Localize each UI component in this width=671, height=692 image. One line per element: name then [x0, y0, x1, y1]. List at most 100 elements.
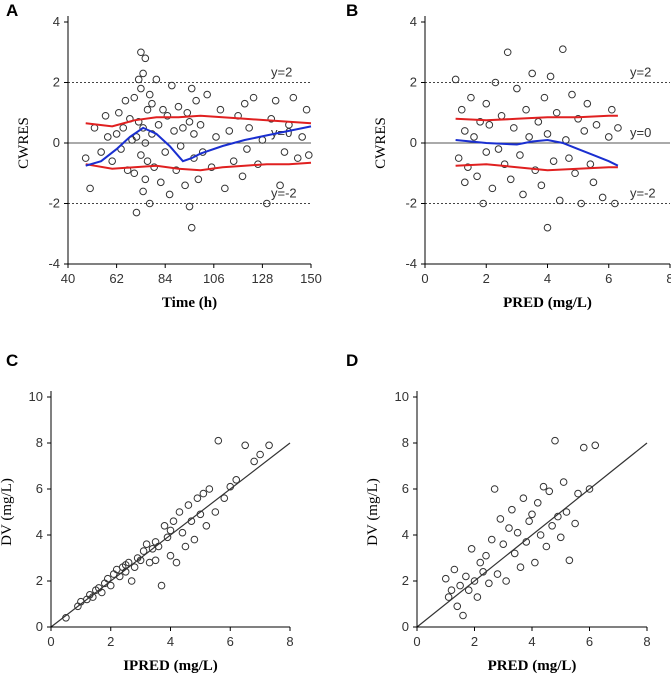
data-point	[166, 551, 175, 560]
data-point	[141, 139, 150, 147]
y-tick-label: 2	[53, 75, 60, 90]
data-point	[479, 199, 487, 208]
data-point	[467, 93, 475, 102]
y-tick-label: 10	[29, 389, 43, 404]
data-point	[473, 172, 481, 181]
data-point	[482, 148, 491, 156]
data-point	[130, 169, 139, 178]
data-point	[212, 133, 220, 141]
data-point	[97, 148, 105, 156]
data-point	[136, 556, 145, 565]
data-point	[108, 157, 116, 165]
data-point	[533, 499, 542, 507]
y-axis-title: DV (mg/L)	[0, 478, 15, 546]
data-point	[592, 121, 601, 129]
data-point	[137, 84, 145, 93]
data-point	[513, 528, 522, 537]
data-point	[506, 175, 515, 184]
x-axis-title: Time (h)	[162, 295, 217, 311]
data-point	[250, 457, 258, 466]
data-point	[168, 81, 176, 90]
data-point	[571, 169, 579, 178]
data-point	[226, 482, 235, 491]
data-point	[500, 160, 509, 168]
y-tick-label: 4	[53, 14, 60, 29]
y-tick-label: 0	[402, 619, 409, 634]
reference-line-label: y=0	[630, 125, 651, 140]
series-line-lower-band	[85, 161, 312, 172]
data-point	[196, 510, 205, 519]
data-point	[220, 494, 229, 503]
data-point	[565, 154, 573, 162]
data-point	[467, 545, 476, 553]
data-point	[172, 166, 181, 175]
data-point	[579, 443, 588, 452]
y-tick-label: 2	[410, 75, 417, 90]
x-tick-label: 8	[666, 271, 671, 286]
x-tick-label: 6	[586, 634, 593, 649]
data-point	[528, 69, 536, 78]
data-point	[473, 593, 482, 601]
x-axis-title: PRED (mg/L)	[488, 658, 577, 674]
data-point	[240, 99, 249, 108]
data-point	[540, 93, 549, 102]
data-point	[513, 84, 521, 93]
data-point	[499, 540, 508, 549]
data-point	[574, 115, 582, 123]
data-point	[485, 579, 493, 588]
x-tick-label: 4	[544, 271, 551, 286]
data-point	[165, 190, 174, 199]
data-point	[241, 441, 249, 450]
data-point	[163, 111, 172, 120]
data-point	[565, 556, 574, 565]
y-tick-label: 4	[402, 527, 409, 542]
y-tick-label: 0	[53, 135, 60, 150]
y-tick-label: 2	[36, 573, 43, 588]
data-point	[143, 105, 152, 114]
data-point	[583, 99, 592, 108]
data-point	[178, 528, 187, 537]
data-point	[562, 508, 571, 516]
data-point	[190, 130, 198, 138]
data-point	[141, 54, 150, 63]
data-point	[457, 105, 466, 114]
y-tick-label: 4	[410, 14, 417, 29]
data-point	[462, 572, 470, 581]
x-tick-label: 8	[643, 634, 650, 649]
data-point	[450, 565, 459, 574]
y-tick-label: -2	[48, 196, 60, 211]
data-point	[539, 482, 548, 491]
data-point	[172, 558, 181, 567]
data-point	[551, 436, 559, 445]
data-point	[574, 489, 582, 498]
x-tick-label: 150	[300, 271, 322, 286]
y-axis-title: CWRES	[373, 117, 389, 169]
data-point	[185, 202, 194, 211]
data-point	[534, 118, 543, 126]
panel-letter: D	[346, 351, 358, 370]
data-point	[488, 184, 497, 193]
data-point	[249, 93, 258, 102]
data-point	[271, 96, 280, 105]
x-tick-label: 106	[203, 271, 225, 286]
data-point	[263, 199, 271, 208]
data-point	[139, 69, 147, 78]
data-point	[556, 533, 565, 542]
data-point	[101, 111, 110, 120]
data-point	[497, 111, 506, 120]
data-point	[559, 478, 568, 486]
data-point	[589, 178, 598, 187]
data-point	[145, 199, 154, 208]
data-point	[134, 118, 143, 126]
data-point	[139, 547, 148, 555]
data-point	[302, 105, 311, 114]
data-point	[487, 535, 496, 544]
data-point	[203, 90, 211, 99]
data-point	[265, 441, 273, 450]
reference-line-label: y=2	[630, 65, 651, 80]
data-point	[127, 577, 136, 585]
x-axis-title: PRED (mg/L)	[503, 295, 592, 311]
data-point	[151, 556, 160, 565]
x-tick-label: 2	[471, 634, 478, 649]
